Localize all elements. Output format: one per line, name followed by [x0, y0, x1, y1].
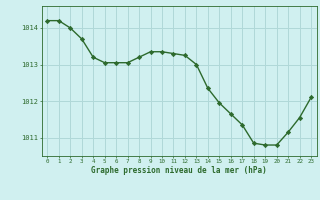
X-axis label: Graphe pression niveau de la mer (hPa): Graphe pression niveau de la mer (hPa): [91, 166, 267, 175]
